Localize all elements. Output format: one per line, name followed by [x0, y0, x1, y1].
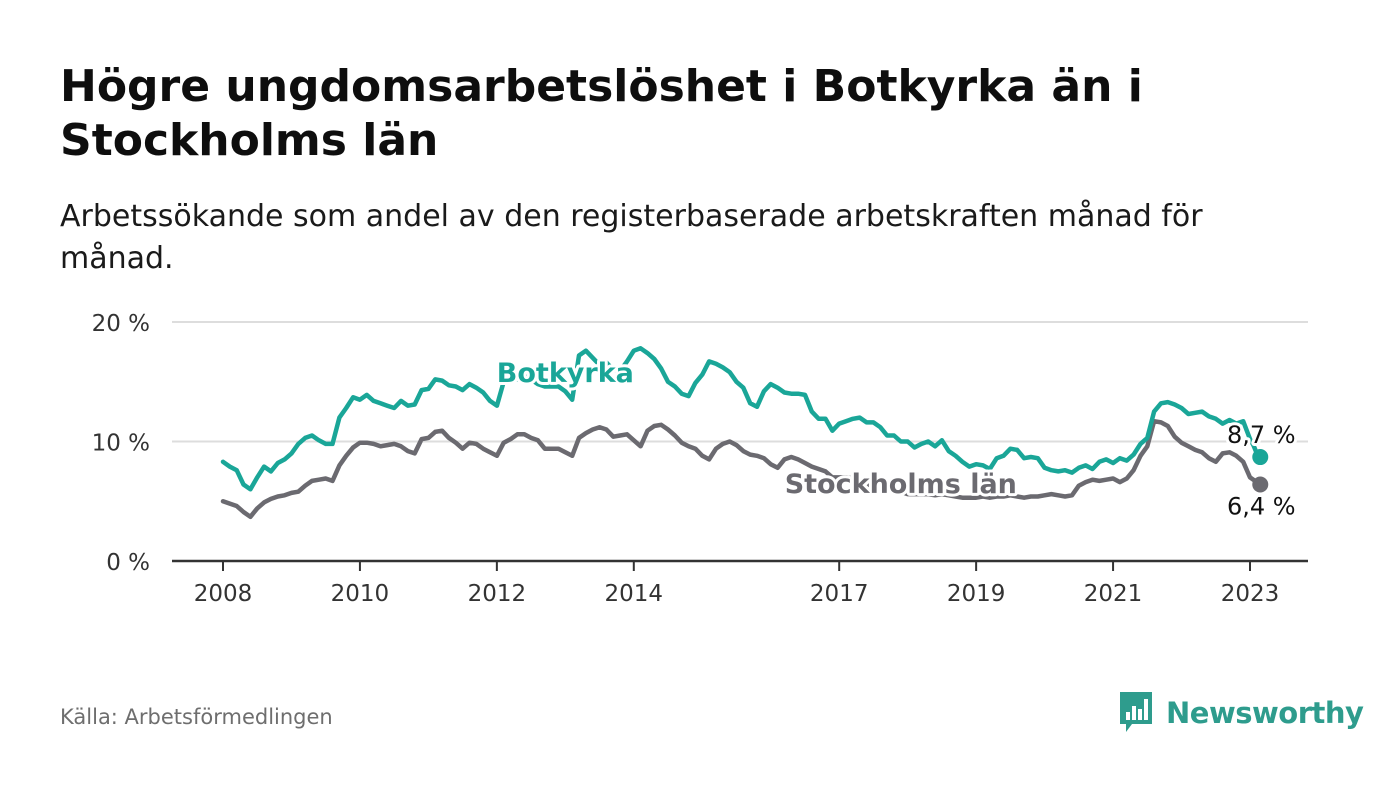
series-label-botkyrka: Botkyrka — [497, 358, 634, 389]
x-tick-label: 2019 — [947, 581, 1006, 607]
newsworthy-logo-text: Newsworthy — [1166, 696, 1364, 730]
y-tick-label: 10 % — [92, 431, 150, 457]
line-chart: 0 % 10 % 20 % 2008 2010 2012 2014 2017 2019 2021… — [92, 311, 1308, 607]
series-label-stockholms-lan: Stockholms län — [785, 469, 1017, 500]
x-tick-label: 2008 — [194, 581, 253, 607]
newsworthy-logo[interactable]: Newsworthy — [1118, 690, 1364, 736]
end-value-label-botkyrka: 8,7 % — [1227, 421, 1296, 449]
x-tick-label: 2012 — [468, 581, 527, 607]
chart-title: Högre ungdomsarbetslöshet i Botkyrka än … — [60, 61, 1143, 166]
y-axis-tick-labels: 0 % 10 % 20 % — [92, 311, 150, 576]
x-tick-label: 2021 — [1084, 581, 1143, 607]
chart-subtitle: Arbetssökande som andel av den registerb… — [60, 199, 1203, 276]
endpoint-stockholms-lan — [1252, 476, 1269, 493]
x-axis-tick-labels: 2008 2010 2012 2014 2017 2019 2021 2023 — [194, 561, 1280, 607]
grid-layer — [172, 321, 1308, 563]
y-tick-label: 0 % — [106, 550, 150, 576]
endpoint-botkyrka — [1252, 449, 1269, 466]
series-line-botkyrka — [220, 346, 1263, 492]
source-note: Källa: Arbetsförmedlingen — [60, 705, 333, 729]
x-tick-label: 2014 — [605, 581, 664, 607]
x-tick-label: 2023 — [1221, 581, 1280, 607]
x-tick-label: 2010 — [331, 581, 390, 607]
newsworthy-logo-icon — [1120, 692, 1152, 732]
x-tick-label: 2017 — [810, 581, 869, 607]
y-tick-label: 20 % — [92, 311, 150, 337]
end-value-label-stockholms-lan: 6,4 % — [1227, 493, 1296, 521]
series-line-stockholms-lan — [220, 418, 1263, 520]
series-lines — [220, 346, 1269, 520]
series-labels: Botkyrka Stockholms län 8,7 % 6,4 % — [494, 355, 1299, 524]
